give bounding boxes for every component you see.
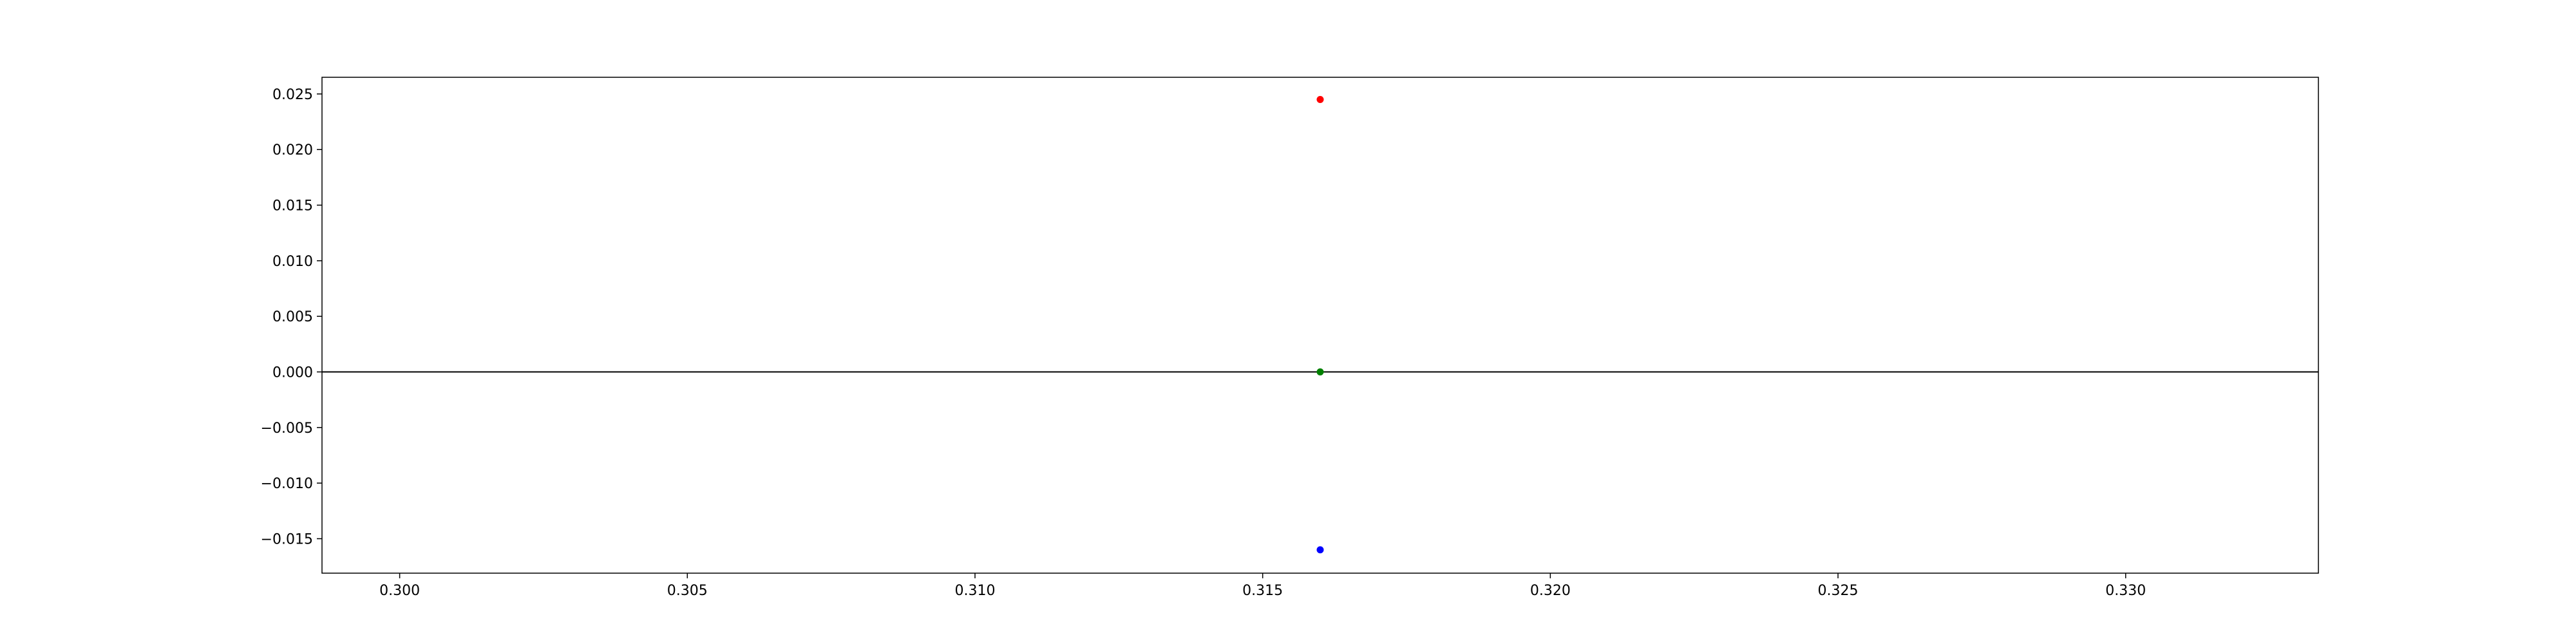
x-tick-label: 0.310 (954, 583, 995, 599)
x-tick-label: 0.315 (1242, 583, 1283, 599)
x-tick-label: 0.325 (1818, 583, 1859, 599)
y-tick-label: 0.025 (272, 87, 313, 103)
y-axis: 0.025 0.020 0.015 0.010 0.005 0.000 −0.005 −0.0… (261, 87, 322, 547)
data-point (1316, 368, 1324, 376)
data-point (1316, 96, 1324, 104)
y-tick-label: 0.010 (272, 254, 313, 270)
y-tick-label: 0.015 (272, 198, 313, 214)
y-tick-label: −0.015 (261, 531, 313, 547)
x-tick-label: 0.330 (2105, 583, 2146, 599)
data-point (1316, 546, 1324, 554)
y-tick-label: 0.005 (272, 309, 313, 325)
y-tick-label: −0.005 (261, 421, 313, 437)
y-tick-label: 0.000 (272, 365, 313, 381)
y-tick-label: −0.010 (261, 476, 313, 492)
x-axis: 0.300 0.305 0.310 0.315 0.320 0.325 0.330 (379, 573, 2146, 599)
x-tick-label: 0.305 (667, 583, 708, 599)
scatter-points (1316, 96, 1324, 554)
x-tick-label: 0.320 (1530, 583, 1571, 599)
y-tick-label: 0.020 (272, 142, 313, 158)
plot-area (321, 77, 2319, 574)
x-tick-label: 0.300 (379, 583, 420, 599)
